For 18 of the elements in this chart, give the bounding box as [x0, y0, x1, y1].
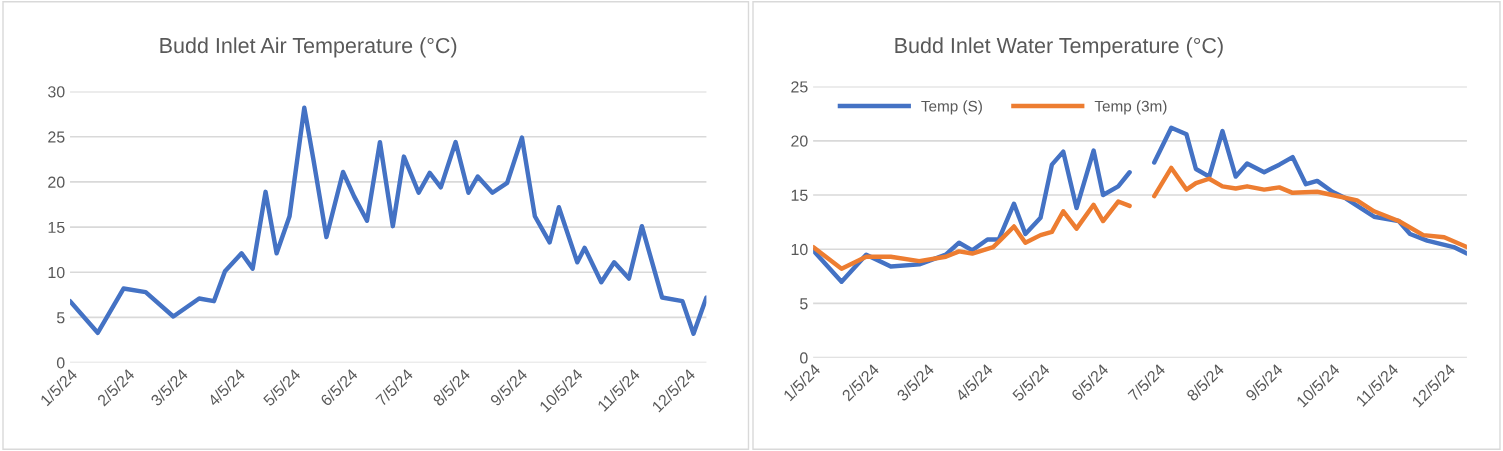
legend-label: Temp (3m) — [1094, 100, 1167, 115]
y-tick-label: 15 — [791, 189, 808, 201]
y-tick-label: 25 — [48, 131, 65, 143]
y-tick-label: 5 — [56, 312, 65, 324]
chart-title: Budd Inlet Air Temperature (°C) — [160, 37, 457, 58]
y-tick-label: 20 — [48, 176, 65, 188]
y-tick-label: 10 — [48, 266, 65, 279]
y-tick-label: 25 — [791, 81, 808, 93]
legend-label: Temp (S) — [921, 100, 982, 115]
y-tick-label: 0 — [800, 352, 808, 364]
y-tick-label: 15 — [48, 221, 65, 234]
line-series — [70, 105, 707, 336]
y-tick-label: 30 — [48, 86, 65, 98]
y-tick-label: 10 — [791, 243, 808, 256]
y-tick-label: 5 — [800, 298, 808, 310]
y-tick-label: 0 — [56, 357, 65, 369]
chart-title: Budd Inlet Water Temperature (°C) — [895, 37, 1223, 58]
y-tick-label: 20 — [791, 135, 808, 147]
